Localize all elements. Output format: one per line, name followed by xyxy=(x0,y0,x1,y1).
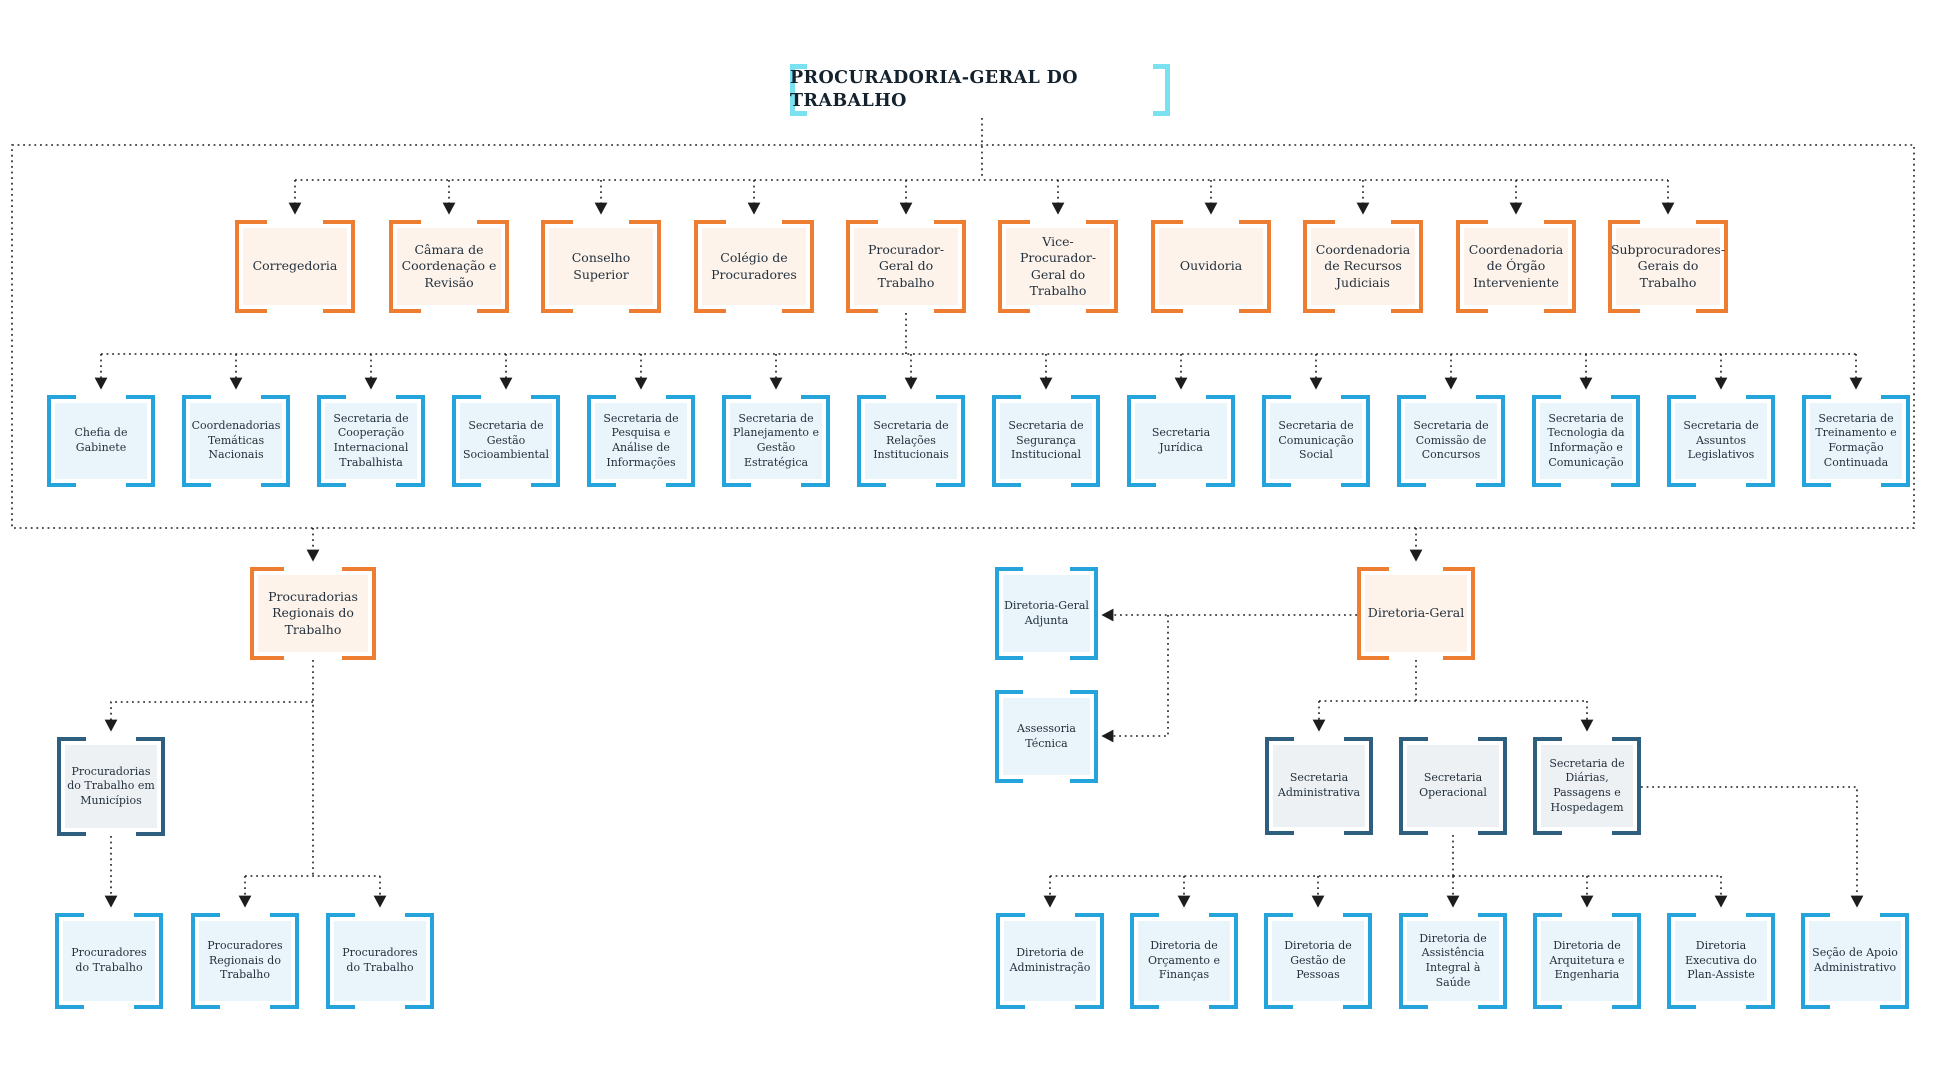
node-gestao-socioambiental: Secretaria de Gestão Socioambiental xyxy=(452,395,560,487)
node-assuntos-legislativos: Secretaria de Assuntos Legislativos xyxy=(1667,395,1775,487)
chart-title-label: PROCURADORIA-GERAL DO TRABALHO xyxy=(790,67,1078,111)
node-ouvidoria: Ouvidoria xyxy=(1151,220,1271,313)
node-seguranca-institucional: Secretaria de Segurança Institucional xyxy=(992,395,1100,487)
node-procuradores-trabalho-2: Procuradores do Trabalho xyxy=(326,913,434,1009)
node-procuradorias-regionais: Procuradorias Regionais do Trabalho xyxy=(250,567,376,660)
node-secretaria-diarias-passagens: Secretaria de Diárias, Passagens e Hospe… xyxy=(1533,737,1641,835)
node-camara-coordenacao-revisao: Câmara de Coordenação e Revisão xyxy=(389,220,509,313)
node-chefia-gabinete: Chefia de Gabinete xyxy=(47,395,155,487)
node-secretaria-juridica: Secretaria Jurídica xyxy=(1127,395,1235,487)
node-secao-apoio-administrativo: Seção de Apoio Administrativo xyxy=(1801,913,1909,1009)
node-coordenadoria-recursos-judiciais: Coordenadoria de Recursos Judiciais xyxy=(1303,220,1423,313)
node-diretoria-orcamento-financas: Diretoria de Orçamento e Finanças xyxy=(1130,913,1238,1009)
node-coordenadoria-orgao-interveniente: Coordenadoria de Órgão Interveniente xyxy=(1456,220,1576,313)
node-diretoria-geral: Diretoria-Geral xyxy=(1357,567,1475,660)
node-colegio-procuradores: Colégio de Procuradores xyxy=(694,220,814,313)
node-diretoria-assistencia-saude: Diretoria de Assistência Integral à Saúd… xyxy=(1399,913,1507,1009)
node-secretaria-administrativa: Secretaria Administrativa xyxy=(1265,737,1373,835)
node-secretaria-operacional: Secretaria Operacional xyxy=(1399,737,1507,835)
node-procurador-geral-trabalho: Procurador-Geral do Trabalho xyxy=(846,220,966,313)
node-diretoria-executiva-plan-assiste: Diretoria Executiva do Plan-Assiste xyxy=(1667,913,1775,1009)
node-vice-procurador-geral: Vice-Procurador-Geral do Trabalho xyxy=(998,220,1118,313)
node-planejamento-gestao: Secretaria de Planejamento e Gestão Estr… xyxy=(722,395,830,487)
node-procuradores-regionais-trabalho: Procuradores Regionais do Trabalho xyxy=(191,913,299,1009)
node-diretoria-gestao-pessoas: Diretoria de Gestão de Pessoas xyxy=(1264,913,1372,1009)
node-diretoria-administracao: Diretoria de Administração xyxy=(996,913,1104,1009)
node-tecnologia-informacao: Secretaria de Tecnologia da Informação e… xyxy=(1532,395,1640,487)
chart-title: PROCURADORIA-GERAL DO TRABALHO xyxy=(790,64,1170,116)
node-conselho-superior: Conselho Superior xyxy=(541,220,661,313)
node-procuradores-trabalho-1: Procuradores do Trabalho xyxy=(55,913,163,1009)
node-diretoria-geral-adjunta: Diretoria-Geral Adjunta xyxy=(995,567,1098,660)
node-comissao-concursos: Secretaria de Comissão de Concursos xyxy=(1397,395,1505,487)
node-procuradorias-municipios: Procuradorias do Trabalho em Municípios xyxy=(57,737,165,836)
node-relacoes-institucionais: Secretaria de Relações Institucionais xyxy=(857,395,965,487)
node-subprocuradores-gerais: Subprocuradores-Gerais do Trabalho xyxy=(1608,220,1728,313)
node-assessoria-tecnica: Assessoria Técnica xyxy=(995,690,1098,783)
node-cooperacao-internacional: Secretaria de Cooperação Internacional T… xyxy=(317,395,425,487)
node-corregedoria: Corregedoria xyxy=(235,220,355,313)
node-pesquisa-analise: Secretaria de Pesquisa e Análise de Info… xyxy=(587,395,695,487)
node-diretoria-arquitetura-engenharia: Diretoria de Arquitetura e Engenharia xyxy=(1533,913,1641,1009)
node-treinamento-formacao: Secretaria de Treinamento e Formação Con… xyxy=(1802,395,1910,487)
node-comunicacao-social: Secretaria de Comunicação Social xyxy=(1262,395,1370,487)
node-coordenadorias-tematicas: Coordenadorias Temáticas Nacionais xyxy=(182,395,290,487)
